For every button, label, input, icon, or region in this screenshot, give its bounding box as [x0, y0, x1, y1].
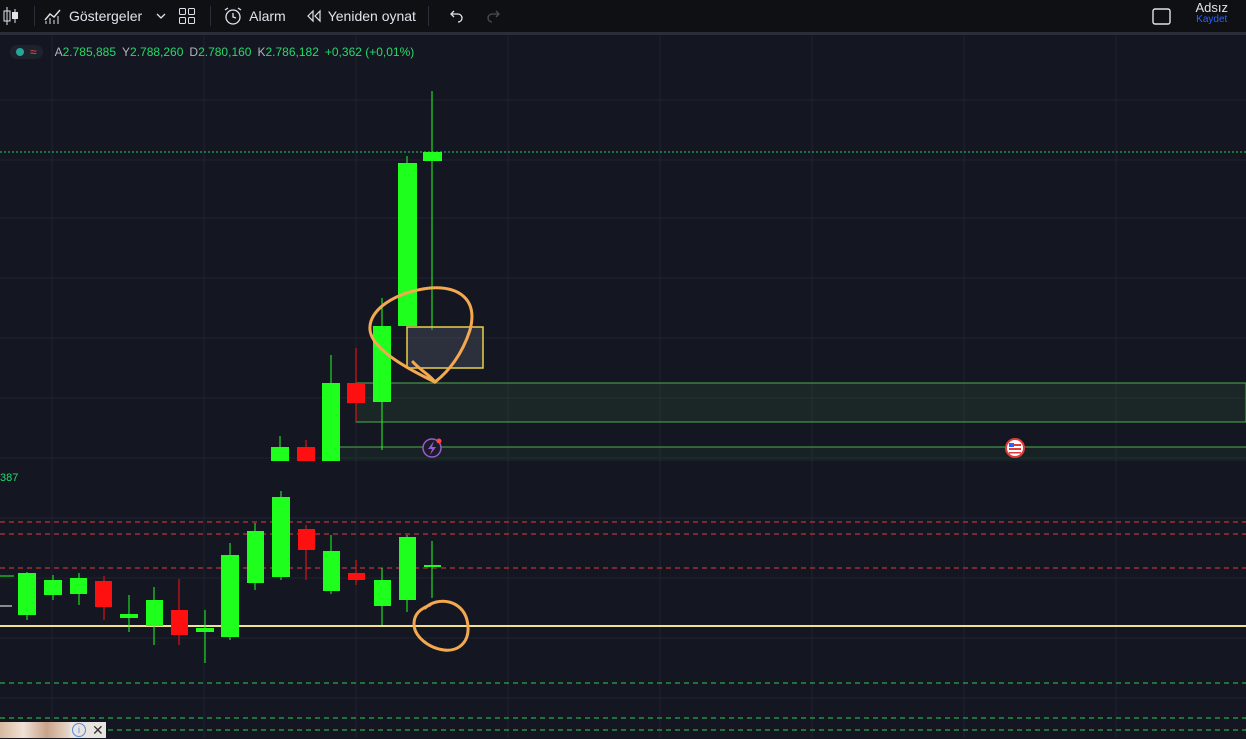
undo-button[interactable] [447, 0, 465, 32]
high-label: Y [122, 45, 131, 59]
candle [323, 535, 340, 594]
candle [348, 560, 365, 585]
candlestick-icon [2, 5, 20, 27]
lower-candles [0, 491, 441, 663]
open-label: A [54, 45, 63, 59]
close-label: K [257, 45, 266, 59]
annotation-circle-upper[interactable] [368, 286, 474, 385]
alarm-clock-icon [223, 6, 243, 26]
wave-icon: ≈ [30, 45, 37, 59]
chevron-down-icon [156, 12, 166, 20]
close-icon[interactable]: ✕ [92, 721, 104, 738]
lightning-event-icon[interactable] [422, 438, 442, 458]
undo-icon [447, 9, 465, 23]
candle [373, 298, 391, 450]
ad-thumbnail[interactable]: i ✕ [0, 722, 106, 738]
candle [271, 436, 289, 461]
resistance-lines[interactable] [0, 521, 1246, 569]
candle [424, 541, 441, 598]
candle [146, 587, 163, 645]
indicators-dropdown[interactable] [156, 0, 166, 32]
layout-title: Adsız [1195, 0, 1228, 15]
candle [398, 156, 417, 326]
replay-button[interactable]: Yeniden oynat [306, 0, 416, 32]
redo-icon [485, 9, 503, 23]
replay-label: Yeniden oynat [327, 8, 416, 24]
candle [18, 572, 36, 620]
support-zone-upper[interactable] [355, 382, 1246, 423]
candle [347, 348, 365, 422]
toolbar-divider [210, 6, 212, 26]
close-value: 2.786,182 [265, 45, 319, 59]
candle [95, 576, 112, 620]
chart-indicator-icon [43, 6, 63, 26]
candle [70, 573, 87, 605]
candle [247, 523, 264, 590]
annotation-circle-lower[interactable] [412, 599, 470, 652]
fullscreen-button[interactable] [1152, 0, 1171, 32]
candle [374, 568, 391, 625]
candle [322, 355, 340, 461]
candle [272, 491, 290, 580]
open-value: 2.785,885 [62, 45, 116, 59]
candle [297, 440, 315, 461]
price-axis-label: 387 [0, 472, 19, 484]
legend-status-pill[interactable]: ≈ [10, 45, 43, 59]
low-value: 2.780,160 [198, 45, 252, 59]
replay-icon [306, 9, 322, 23]
info-icon[interactable]: i [72, 723, 86, 737]
toolbar-divider [34, 6, 35, 26]
alarm-label: Alarm [249, 8, 286, 24]
candle [196, 610, 214, 663]
layout-title-block[interactable]: Adsız Kaydet [1195, 0, 1228, 26]
top-toolbar: Göstergeler Alarm Yeniden oynat [0, 0, 1246, 35]
indicators-label: Göstergeler [69, 8, 143, 24]
price-chart[interactable] [0, 35, 1246, 738]
candle-type-button[interactable] [2, 0, 20, 32]
ohlc-legend: ≈ A 2.785,885 Y 2.788,260 D 2.780,160 K … [10, 45, 420, 59]
candle [120, 595, 138, 632]
high-value: 2.788,260 [130, 45, 184, 59]
support-zone-lower[interactable] [340, 447, 1246, 461]
ad-image [0, 722, 70, 738]
save-link[interactable]: Kaydet [1196, 14, 1228, 25]
candle [221, 543, 239, 640]
alarm-button[interactable]: Alarm [223, 0, 286, 32]
status-dot-icon [16, 48, 24, 56]
redo-button[interactable] [485, 0, 503, 32]
target-lines[interactable] [0, 682, 1246, 731]
candle [423, 91, 442, 330]
candle [44, 575, 62, 600]
grid-layout-icon [178, 7, 196, 25]
low-label: D [189, 45, 199, 59]
candle [171, 579, 188, 645]
us-flag-event-icon[interactable] [1005, 438, 1025, 458]
highlight-box[interactable] [406, 326, 484, 369]
layout-button[interactable] [178, 0, 196, 32]
change-value: +0,362 (+0,01%) [324, 45, 415, 59]
candle [399, 535, 416, 612]
square-icon [1152, 7, 1171, 25]
horizontal-grid [0, 99, 1246, 699]
toolbar-divider [427, 6, 429, 26]
candle [298, 525, 315, 580]
indicators-button[interactable]: Göstergeler [43, 0, 142, 32]
